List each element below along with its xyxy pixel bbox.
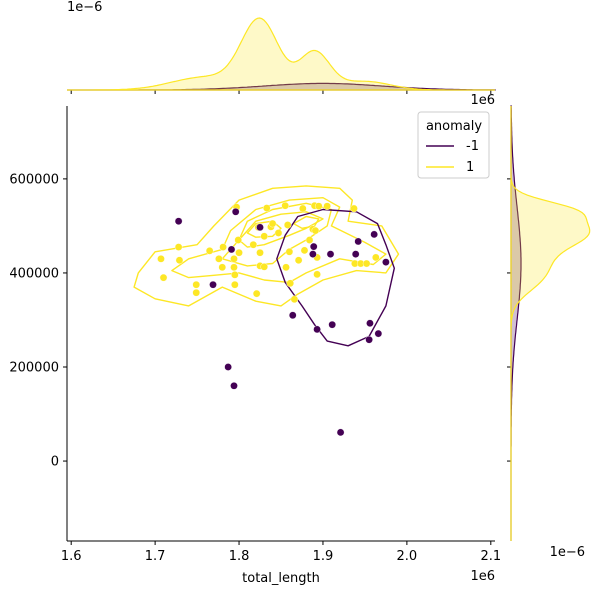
- scatter-point-anomaly-1: [230, 263, 238, 272]
- right-density-1: [510, 106, 591, 541]
- scatter-point-anomaly-neg1: [309, 250, 317, 258]
- scatter-point-anomaly-neg1: [231, 208, 240, 216]
- scatter-point-anomaly-1: [300, 246, 309, 255]
- scatter-point-anomaly-1: [260, 232, 269, 241]
- scatter-point-anomaly-1: [174, 243, 183, 251]
- x-tick-label: 1.7: [145, 549, 166, 564]
- scatter-point-anomaly-neg1: [326, 250, 335, 258]
- scatter-point-anomaly-1: [290, 295, 299, 304]
- scatter-point-anomaly-1: [234, 236, 242, 244]
- scatter-point-anomaly-1: [274, 229, 283, 237]
- scatter-point-anomaly-1: [285, 247, 294, 256]
- legend-label-1: 1: [466, 160, 474, 175]
- scatter-point-anomaly-1: [313, 270, 321, 279]
- scatter-point-anomaly-1: [311, 226, 320, 235]
- right-marginal-offset-label: 1e−6: [550, 545, 585, 560]
- scatter-point-anomaly-1: [175, 256, 184, 265]
- scatter-point-anomaly-neg1: [209, 280, 217, 289]
- main-axes: 1.6 1.7 1.8 1.9 2.0 2.1 0 200000 400000 600000: [9, 106, 501, 564]
- scatter-point-anomaly-1: [262, 204, 271, 212]
- scatter-point-anomaly-1: [215, 255, 223, 263]
- scatter-point-anomaly-neg1: [288, 311, 297, 320]
- scatter-point-anomaly-1: [260, 263, 269, 271]
- y-tick-label: 600000: [9, 172, 59, 187]
- scatter-point-anomaly-1: [235, 248, 243, 257]
- x-tick-label: 1.9: [313, 549, 334, 564]
- scatter-point-anomaly-neg1: [174, 217, 183, 226]
- scatter-point-anomaly-neg1: [366, 319, 374, 328]
- x-tick-label: 1.8: [229, 549, 250, 564]
- scatter-point-anomaly-neg1: [313, 325, 321, 334]
- legend-title: anomaly: [426, 119, 482, 134]
- legend: anomaly -1 1: [417, 111, 490, 179]
- y-tick-label: 400000: [9, 266, 59, 281]
- scatter-point-anomaly-1: [157, 255, 165, 263]
- scatter-point-anomaly-1: [283, 221, 292, 229]
- scatter-point-anomaly-1: [231, 271, 239, 279]
- legend-label-neg1: -1: [466, 139, 479, 154]
- kde-contour-1-outer: [133, 185, 400, 307]
- top-density-1: [67, 17, 495, 91]
- right-marginal-axes: [507, 105, 591, 541]
- scatter-point-anomaly-1: [281, 201, 289, 210]
- scatter-point-anomaly-1: [230, 255, 238, 263]
- kde-contour-1-mid2: [221, 202, 333, 267]
- scatter-point-anomaly-1: [323, 202, 331, 210]
- x-tick-label: 2.1: [480, 549, 501, 564]
- x-offset-label: 1e6: [470, 569, 495, 584]
- scatter-point-anomaly-1: [372, 253, 380, 262]
- kde-contour-1-inner2: [246, 220, 282, 238]
- scatter-point-anomaly-neg1: [227, 245, 236, 254]
- scatter-point-anomaly-neg1: [374, 329, 383, 338]
- scatter-point-anomaly-1: [350, 204, 358, 213]
- scatter-point-anomaly-1: [256, 248, 264, 257]
- scatter-point-anomaly-1: [159, 273, 168, 282]
- top-marginal-axes: [67, 17, 496, 94]
- x-tick-label: 1.6: [61, 549, 82, 564]
- scatter-point-anomaly-1: [192, 288, 201, 297]
- scatter-point-anomaly-neg1: [354, 237, 363, 246]
- scatter-point-anomaly-neg1: [336, 428, 345, 437]
- scatter-point-anomaly-1: [314, 202, 323, 210]
- scatter-point-anomaly-neg1: [328, 320, 336, 329]
- kde-contour-1-mid1: [171, 197, 387, 284]
- scatter-point-anomaly-neg1: [382, 258, 390, 266]
- scatter-point-anomaly-1: [205, 247, 214, 255]
- scatter-point-anomaly-neg1: [230, 382, 238, 390]
- y-offset-label: 1e6: [470, 93, 495, 108]
- scatter-point-anomaly-neg1: [351, 250, 360, 258]
- scatter-point-anomaly-1: [249, 240, 258, 249]
- scatter-point-anomaly-1: [218, 263, 227, 272]
- legend-box: [417, 111, 490, 179]
- scatter-point-anomaly-neg1: [370, 230, 378, 239]
- scatter-point-anomaly-neg1: [309, 242, 318, 251]
- scatter-point-anomaly-1: [305, 236, 314, 244]
- right-density-neg1: [510, 105, 522, 541]
- kde-contour-neg1: [276, 208, 395, 347]
- scatter-point-anomaly-1: [362, 259, 371, 268]
- y-tick-label: 200000: [9, 361, 59, 376]
- scatter-point-anomaly-1: [192, 280, 201, 289]
- scatter-point-anomaly-1: [282, 263, 290, 272]
- scatter-point-anomaly-1: [252, 289, 261, 298]
- kde-contour-1-inner3: [292, 215, 320, 229]
- scatter-point-anomaly-1: [294, 256, 303, 265]
- scatter-point-anomaly-1: [219, 243, 227, 251]
- scatter-point-anomaly-1: [286, 279, 295, 288]
- scatter-point-anomaly-1: [231, 280, 239, 289]
- y-tick-label: 0: [51, 455, 59, 470]
- scatter-point-anomaly-1: [268, 219, 277, 228]
- scatter-point-anomaly-neg1: [365, 335, 373, 344]
- scatter-point-anomaly-neg1: [224, 363, 232, 371]
- x-tick-label: 2.0: [397, 549, 418, 564]
- scatter-point-anomaly-1: [299, 204, 307, 213]
- x-axis-label: total_length: [242, 571, 320, 586]
- top-marginal-offset-label: 1e−6: [67, 0, 102, 15]
- scatter-point-anomaly-neg1: [256, 223, 264, 232]
